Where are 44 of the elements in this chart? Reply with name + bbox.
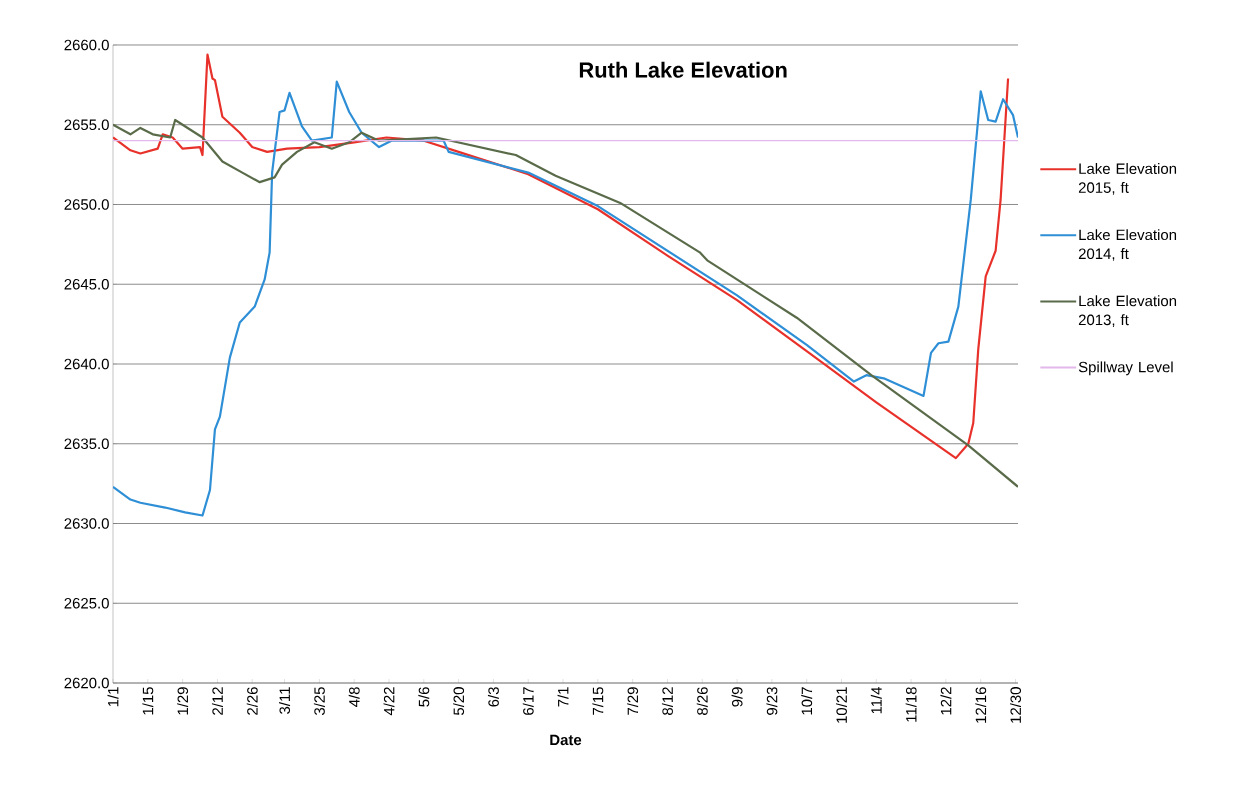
x-tick-label: 11/18 <box>905 687 917 722</box>
line-series <box>113 53 1010 460</box>
y-tick-label: 2640.0 <box>64 358 109 370</box>
x-tick-label: 2/12 <box>211 687 223 715</box>
x-axis-title: Date <box>550 734 582 746</box>
x-tick-label: 10/7 <box>801 687 813 715</box>
x-tick-label: 4/22 <box>383 687 395 716</box>
x-tick-label: 8/12 <box>661 687 673 715</box>
y-tick-label: 2660.0 <box>64 39 109 51</box>
x-tick-label: 1/1 <box>107 687 119 707</box>
x-tick-label: 3/11 <box>279 687 291 714</box>
x-tick-label: 7/15 <box>592 687 604 715</box>
x-tick-label: 5/6 <box>418 687 430 707</box>
x-tick-label: 7/29 <box>627 687 639 715</box>
x-tick-label: 9/23 <box>766 687 778 715</box>
line-series <box>113 118 1019 488</box>
x-tick-label: 6/3 <box>487 687 499 707</box>
x-tick-label: 9/9 <box>731 687 743 707</box>
y-tick-label: 2650.0 <box>64 199 109 210</box>
x-tick-label: 7/1 <box>557 687 569 707</box>
legend-label: Lake Elevation 2013, ft <box>1078 295 1177 327</box>
y-tick-label: 2630.0 <box>64 518 109 529</box>
x-tick-label: 11/4 <box>870 686 882 714</box>
legend-label: Lake Elevation 2015, ft <box>1078 163 1177 195</box>
x-tick-label: 12/30 <box>1010 687 1022 723</box>
x-tick-label: 2/26 <box>246 687 258 715</box>
y-tick-label: 2625.0 <box>64 597 109 609</box>
x-tick-label: 8/26 <box>696 687 708 715</box>
x-tick-label: 1/29 <box>177 687 189 715</box>
text: Ruth Lake Elevation <box>579 61 787 78</box>
legend-label: Lake Elevation 2014, ft <box>1078 229 1177 261</box>
x-tick-label: 12/2 <box>940 687 952 715</box>
x-tick-label: 6/17 <box>522 687 534 715</box>
y-tick-label: 2635.0 <box>64 438 109 450</box>
x-tick-label: 10/21 <box>836 687 847 723</box>
x-tick-label: 5/20 <box>453 687 465 716</box>
y-tick-label: 2620.0 <box>64 677 109 689</box>
y-tick-label: 2655.0 <box>64 119 109 131</box>
legend-label: Spillway Level <box>1078 361 1173 376</box>
x-tick-label: 4/8 <box>348 687 360 707</box>
x-tick-label: 3/25 <box>313 687 325 716</box>
x-tick-label: 12/16 <box>975 687 987 723</box>
x-tick-label: 1/15 <box>142 687 154 715</box>
y-tick-label: 2645.0 <box>64 278 109 290</box>
